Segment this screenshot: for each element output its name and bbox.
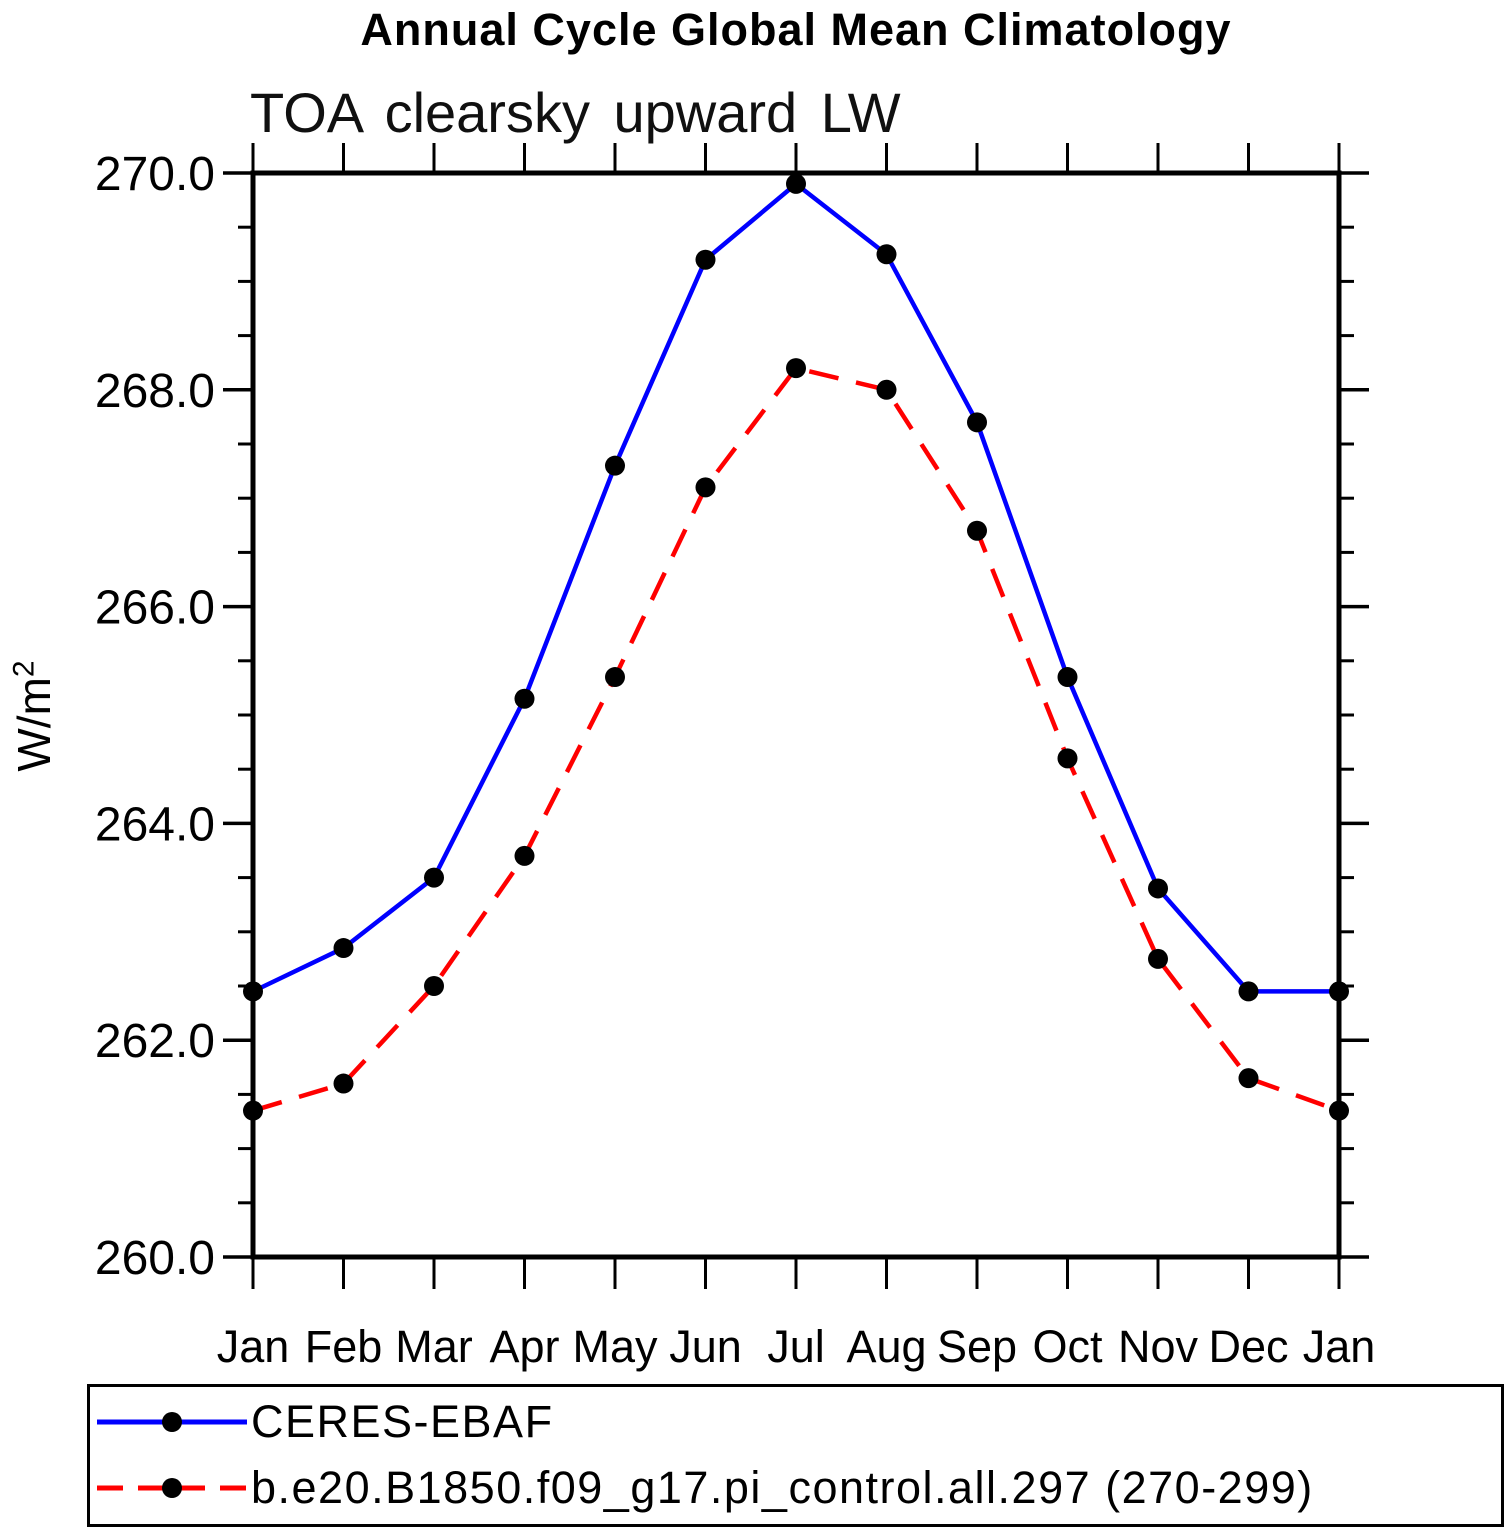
data-point-s0-Oct bbox=[1057, 667, 1078, 688]
y-tick-label: 260.0 bbox=[95, 1232, 215, 1285]
data-point-s0-Jun bbox=[695, 249, 716, 270]
data-point-s1-Jan bbox=[243, 1100, 263, 1121]
x-tick-label: Aug bbox=[846, 1321, 926, 1372]
legend-label-obs: CERES-EBAF bbox=[251, 1396, 554, 1447]
x-tick-label: Jan bbox=[217, 1321, 290, 1372]
x-tick-label: Dec bbox=[1208, 1321, 1288, 1372]
x-tick-label: Oct bbox=[1032, 1321, 1103, 1372]
x-tick-label: Jan bbox=[1303, 1321, 1376, 1372]
data-point-s1-Dec bbox=[1238, 1068, 1259, 1089]
data-point-s0-May bbox=[605, 455, 625, 476]
data-point-s0-Jul bbox=[786, 173, 806, 194]
data-point-s0-Sep bbox=[967, 412, 987, 433]
legend-label-model: b.e20.B1850.f09_g17.pi_control.all.297 (… bbox=[251, 1462, 1314, 1513]
y-tick-label: 262.0 bbox=[95, 1015, 215, 1068]
x-tick-label: Jun bbox=[669, 1321, 742, 1372]
legend-item-model: b.e20.B1850.f09_g17.pi_control.all.297 (… bbox=[93, 1462, 1314, 1513]
legend: CERES-EBAF b.e20.B1850.f09_g17.pi_contro… bbox=[87, 1384, 1504, 1527]
x-tick-label: Nov bbox=[1118, 1321, 1199, 1372]
y-tick-label: 268.0 bbox=[95, 365, 215, 418]
series-line-0 bbox=[252, 180, 1339, 994]
data-point-s0-Nov bbox=[1148, 878, 1168, 899]
data-point-s1-Nov bbox=[1148, 948, 1168, 969]
x-tick-label: Feb bbox=[305, 1321, 383, 1372]
chart-subtitle: TOA clearsky upward LW bbox=[250, 81, 901, 144]
data-point-s1-May bbox=[605, 667, 625, 688]
y-tick-label: 264.0 bbox=[95, 798, 215, 851]
x-tick-label: Sep bbox=[937, 1321, 1017, 1372]
data-point-s1-Aug bbox=[876, 379, 897, 400]
data-point-s1-Sep bbox=[967, 520, 987, 541]
data-point-s1-Feb bbox=[333, 1073, 354, 1094]
data-point-s1-Apr bbox=[514, 845, 535, 866]
legend-item-obs: CERES-EBAF bbox=[93, 1396, 554, 1447]
series-line-1 bbox=[252, 365, 1340, 1113]
x-tick-label: Apr bbox=[489, 1321, 559, 1372]
data-point-s1-Jun bbox=[695, 477, 716, 498]
legend-sample-solid-line bbox=[97, 1412, 247, 1432]
data-point-s1-Oct bbox=[1057, 748, 1078, 769]
legend-marker-dot bbox=[162, 1478, 182, 1498]
x-tick-label: Jul bbox=[767, 1321, 825, 1372]
data-point-s0-Jan bbox=[1329, 981, 1349, 1002]
data-point-s1-Mar bbox=[424, 976, 444, 996]
data-point-s0-Feb bbox=[333, 938, 354, 959]
legend-marker-dot bbox=[162, 1412, 182, 1432]
data-point-s0-Apr bbox=[514, 688, 535, 709]
data-point-s0-Jan bbox=[243, 981, 263, 1002]
y-tick-label: 270.0 bbox=[95, 148, 215, 201]
chart-title: Annual Cycle Global Mean Climatology bbox=[360, 4, 1232, 55]
x-tick-label: Mar bbox=[395, 1321, 473, 1372]
data-point-s1-Jul bbox=[786, 358, 806, 379]
data-point-s0-Mar bbox=[424, 867, 444, 888]
data-point-s1-Jan bbox=[1329, 1100, 1349, 1121]
plot-area: 260.0 262.0 264.0 266.0 268.0 270.0 Jan Feb Mar A… bbox=[95, 143, 1376, 1372]
legend-sample-dashed-line bbox=[97, 1478, 247, 1498]
y-tick-label: 266.0 bbox=[95, 582, 215, 635]
data-point-s0-Dec bbox=[1238, 981, 1259, 1002]
x-tick-label: May bbox=[572, 1321, 658, 1372]
data-point-s0-Aug bbox=[876, 244, 897, 265]
plot-frame bbox=[250, 170, 1342, 1260]
